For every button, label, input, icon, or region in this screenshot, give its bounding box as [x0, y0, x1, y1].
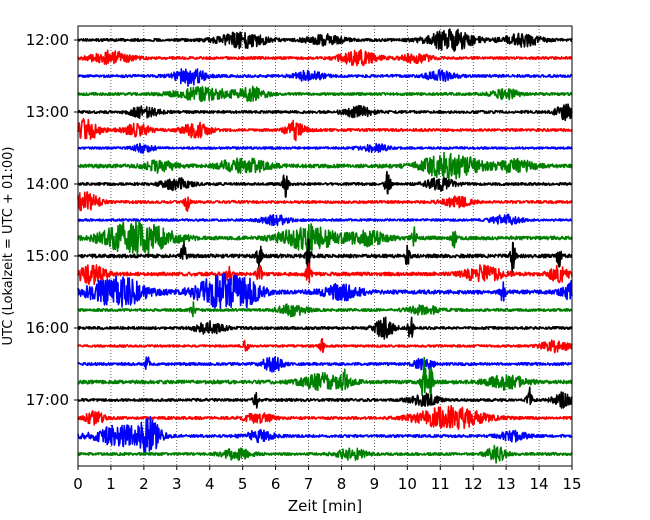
trace-1600 [77, 316, 573, 340]
trace-1545 [77, 301, 573, 318]
trace-1515 [77, 262, 573, 286]
trace-1300 [77, 103, 573, 122]
x-axis-ticks: 0 1 2 3 4 5 6 7 8 9 10 11 12 13 14 15 [73, 466, 582, 493]
trace-1415 [77, 191, 573, 212]
trace-1615 [77, 338, 573, 354]
trace-1215 [77, 48, 573, 67]
x-tick-label-13: 13 [497, 475, 516, 493]
x-tick-label-3: 3 [172, 475, 182, 493]
y-tick-label-1: 13:00 [26, 103, 69, 121]
trace-1200 [77, 28, 573, 52]
y-tick-label-2: 14:00 [26, 175, 69, 193]
trace-1745 [77, 444, 573, 464]
trace-1500 [77, 238, 573, 274]
x-tick-label-2: 2 [139, 475, 149, 493]
trace-1445 [77, 220, 573, 257]
trace-1730 [77, 415, 573, 454]
trace-1230 [77, 68, 573, 87]
trace-1645 [77, 356, 573, 400]
trace-1530 [77, 272, 573, 310]
x-tick-label-12: 12 [464, 475, 483, 493]
trace-1630 [77, 356, 573, 373]
trace-1330 [77, 142, 573, 154]
x-tick-label-5: 5 [238, 475, 248, 493]
trace-1315 [77, 117, 573, 142]
x-tick-label-9: 9 [370, 475, 380, 493]
trace-1700 [77, 386, 573, 409]
x-tick-label-1: 1 [106, 475, 116, 493]
x-tick-label-4: 4 [205, 475, 215, 493]
y-tick-label-5: 17:00 [26, 391, 69, 409]
y-axis-label: UTC (Lokalzeit = UTC + 01:00) [1, 147, 16, 346]
x-tick-label-6: 6 [271, 475, 281, 493]
x-tick-label-0: 0 [73, 475, 83, 493]
x-tick-label-7: 7 [304, 475, 314, 493]
x-tick-label-8: 8 [337, 475, 347, 493]
y-axis-ticks: 12:00 13:00 14:00 15:00 16:00 17:00 [26, 31, 78, 409]
y-tick-label-4: 16:00 [26, 319, 69, 337]
y-tick-label-3: 15:00 [26, 247, 69, 265]
x-tick-label-11: 11 [431, 475, 450, 493]
trace-1400 [77, 170, 573, 198]
traces-group [77, 28, 573, 464]
x-tick-label-15: 15 [562, 475, 581, 493]
x-tick-label-14: 14 [530, 475, 549, 493]
plot-frame [77, 25, 573, 467]
x-tick-label-10: 10 [398, 475, 417, 493]
trace-1430 [77, 213, 573, 227]
x-axis-label: Zeit [min] [288, 497, 362, 515]
trace-1715 [77, 404, 573, 430]
y-tick-label-0: 12:00 [26, 31, 69, 49]
trace-1245 [77, 85, 573, 103]
trace-1345 [77, 151, 573, 180]
